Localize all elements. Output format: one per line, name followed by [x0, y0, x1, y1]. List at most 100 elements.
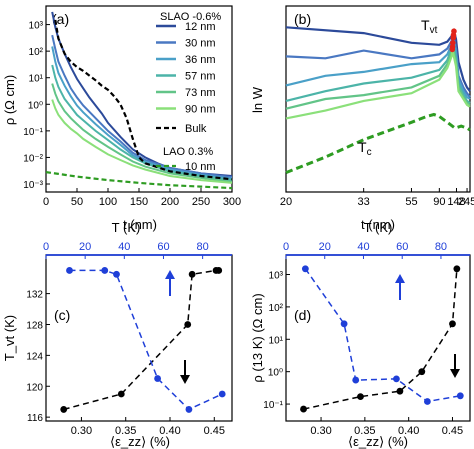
x-tick-label: 245: [458, 196, 474, 208]
data-point-blue: [352, 376, 360, 384]
y-tick-label: 10⁻¹: [23, 127, 43, 138]
data-point-blue: [101, 267, 109, 274]
top-x-tick-label: 60: [157, 241, 169, 253]
panel-c-xlabel: ⟨ε_zz⟩ (%): [110, 434, 170, 449]
legend-label: 36 nm: [185, 54, 216, 66]
top-x-tick-label: 80: [435, 241, 447, 253]
panel-a-legend-title-lao: LAO 0.3%: [163, 146, 213, 158]
data-point-black: [396, 387, 404, 395]
x-tick-label: 33: [358, 196, 370, 208]
panel-a: (a) T (K) ρ (Ω cm) SLAO -0.6% LAO 0.3% 0…: [2, 5, 241, 235]
data-point-blue: [66, 267, 73, 274]
y-tick-label: 128: [26, 320, 43, 331]
series-line: [285, 37, 471, 100]
panel-b-label: (b): [294, 11, 311, 27]
data-point-black: [300, 405, 307, 413]
arrow-head-black: [450, 369, 460, 378]
data-point-blue: [113, 270, 120, 278]
annotation-tc-sub: c: [367, 147, 372, 158]
arrow-head-blue: [395, 274, 405, 283]
trend-line-blue: [69, 269, 223, 411]
data-point-black: [449, 320, 456, 328]
panel-a-legend-title-slao: SLAO -0.6%: [160, 11, 221, 23]
x-tick-label: 100: [99, 196, 117, 208]
trend-line-black: [303, 268, 458, 410]
x-tick-label: 200: [161, 196, 179, 208]
top-x-tick-label: 20: [319, 241, 331, 253]
annotation-tc: Tc: [358, 139, 372, 158]
y-tick-label: 10⁰: [268, 368, 283, 379]
data-point-black: [453, 265, 461, 273]
legend-label: Bulk: [185, 123, 207, 135]
annotation-tvt-sub: vt: [430, 25, 438, 36]
panel-d-label: (d): [294, 307, 311, 323]
x-tick-label: 148: [447, 196, 465, 208]
x-tick-label: 150: [130, 196, 148, 208]
panel-c-label: (c): [54, 307, 70, 323]
arrow-head-blue: [165, 270, 175, 279]
data-point-blue: [393, 375, 400, 383]
data-point-blue: [218, 390, 226, 398]
top-x-tick-label: 40: [118, 241, 130, 253]
y-tick-label: 10²: [29, 47, 44, 58]
data-point-blue: [154, 375, 162, 382]
panel-c-ylabel: T_vt (K): [2, 315, 17, 361]
panel-c: (c) t (nm) ⟨ε_zz⟩ (%) T_vt (K) 0.30 0.35 0…: [2, 217, 233, 449]
peak-marker: [449, 46, 456, 53]
y-tick-label: 10⁻³: [23, 180, 43, 191]
top-x-tick-label: 0: [283, 241, 289, 253]
y-tick-label: 10⁰: [28, 100, 43, 111]
arrow-head-black: [180, 375, 190, 384]
y-tick-label: 116: [27, 413, 43, 424]
trend-line-blue: [304, 268, 461, 403]
panel-a-ylabel: ρ (Ω cm): [2, 75, 17, 125]
legend-label: 90 nm: [185, 104, 216, 116]
series-line: [51, 34, 233, 179]
panel-d-top-xlabel: t (nm): [361, 217, 395, 232]
x-tick-label: 0.30: [71, 425, 92, 437]
x-tick-label: 0.30: [310, 425, 331, 437]
data-point-black: [117, 390, 125, 398]
x-tick-label: 250: [192, 196, 210, 208]
legend-label: 12 nm: [185, 21, 216, 33]
series-line: [285, 112, 471, 174]
y-tick-label: 132: [26, 290, 43, 301]
y-tick-label: 10⁻²: [23, 153, 43, 164]
x-tick-label: 0.35: [354, 425, 375, 437]
x-tick-label: 20: [280, 196, 292, 208]
y-tick-label: 10³: [29, 21, 44, 32]
x-tick-label: 55: [405, 196, 417, 208]
x-tick-label: 50: [71, 196, 83, 208]
data-point-blue: [185, 406, 193, 413]
panel-d-xlabel: ⟨ε_zz⟩ (%): [348, 434, 408, 449]
top-x-tick-label: 0: [43, 241, 49, 253]
series-line: [51, 46, 233, 180]
panel-d: (d) t (nm) ⟨ε_zz⟩ (%) ρ (13 K) (Ω cm) 0.…: [250, 217, 471, 449]
data-point-black: [215, 267, 223, 274]
x-tick-label: 0.35: [115, 425, 136, 437]
series-line: [51, 83, 233, 183]
series-line: [51, 99, 233, 184]
panel-a-plot-area: 0 50 100 150 200 250 300 10⁻³ 10⁻² 10⁻¹ 10⁰ 10¹ 10² 1…: [23, 11, 241, 208]
legend-label: 73 nm: [185, 87, 216, 99]
data-point-black: [188, 270, 196, 278]
top-x-tick-label: 60: [396, 241, 408, 253]
x-tick-label: 90: [433, 196, 445, 208]
x-tick-label: 0.40: [398, 425, 419, 437]
panel-d-plot-area: 0.30 0.35 0.40 0.45 0 20 40 60 80 10⁻¹ 10⁰ 10¹ 10² 10…: [263, 241, 464, 437]
data-point-blue: [423, 398, 431, 405]
x-tick-label: 0.40: [159, 425, 180, 437]
data-point-black: [418, 368, 426, 376]
trend-line-black: [63, 269, 219, 411]
y-tick-label: 10¹: [269, 335, 284, 346]
legend-label: 10 nm: [185, 161, 216, 173]
series-line: [54, 19, 233, 181]
legend-label: 30 nm: [185, 38, 216, 50]
peak-marker: [450, 34, 457, 41]
panel-c-top-xlabel: t (nm): [123, 217, 157, 232]
panel-c-frame: [45, 254, 233, 422]
panel-c-plot-area: 0.30 0.35 0.40 0.45 0 20 40 60 80 116 120 124 128 132: [26, 241, 226, 437]
